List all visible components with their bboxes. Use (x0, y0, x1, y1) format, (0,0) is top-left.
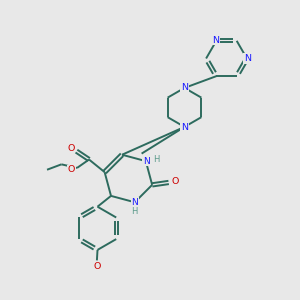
Text: N: N (181, 123, 188, 132)
Text: N: N (212, 36, 220, 45)
Text: H: H (153, 155, 160, 164)
Text: N: N (244, 54, 251, 63)
Text: O: O (68, 144, 75, 153)
Text: N: N (131, 198, 138, 207)
Text: O: O (93, 262, 100, 272)
Text: N: N (143, 157, 150, 166)
Text: H: H (131, 207, 137, 216)
Text: N: N (181, 83, 188, 92)
Text: O: O (68, 165, 75, 174)
Text: O: O (172, 177, 179, 186)
